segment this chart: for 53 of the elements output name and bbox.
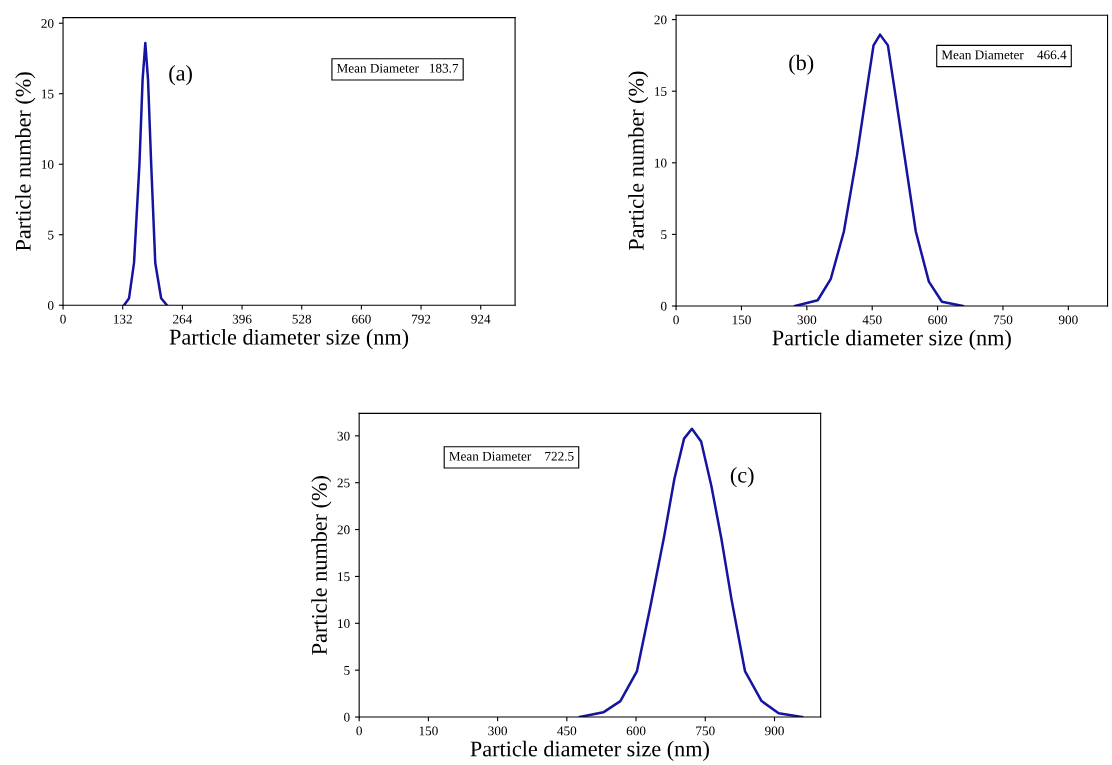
y-tick-label: 5 bbox=[344, 666, 350, 675]
x-tick-label: 750 bbox=[993, 315, 1013, 325]
x-tick-label: 450 bbox=[557, 726, 577, 736]
x-tick-label: 900 bbox=[765, 726, 784, 736]
x-tick-label: 660 bbox=[352, 314, 371, 324]
x-tick-label: 396 bbox=[232, 314, 252, 324]
y-tick-label: 20 bbox=[41, 19, 54, 28]
annotation: (a) bbox=[169, 65, 192, 86]
y-tick-label: 20 bbox=[337, 525, 350, 535]
x-tick-label: 0 bbox=[673, 315, 679, 325]
x-tick-label: 792 bbox=[412, 314, 431, 324]
x-tick-label: 600 bbox=[928, 315, 947, 325]
y-tick-label: 0 bbox=[344, 712, 350, 722]
x-tick-label: 900 bbox=[1058, 315, 1078, 325]
line-series bbox=[122, 41, 169, 306]
x-tick-label: 600 bbox=[626, 726, 646, 736]
annotation: Mean Diameter 183.7 bbox=[336, 63, 459, 73]
x-tick-label: 0 bbox=[60, 314, 66, 324]
x-tick-label: 300 bbox=[488, 726, 508, 736]
x-tick-label: 528 bbox=[292, 314, 312, 324]
y-tick-label: 0 bbox=[47, 301, 54, 310]
x-tick-label: 264 bbox=[173, 314, 193, 324]
x-tick-label: 132 bbox=[113, 314, 132, 324]
x-tick-label: 300 bbox=[797, 315, 817, 325]
x-tick-label: 150 bbox=[419, 726, 438, 736]
y-tick-label: 15 bbox=[41, 89, 54, 99]
x-axis-title: Particle diameter size (nm) bbox=[772, 329, 1011, 350]
line-series bbox=[578, 427, 804, 718]
annotation: Mean Diameter 466.4 bbox=[941, 50, 1067, 60]
x-tick-label: 150 bbox=[732, 315, 751, 325]
x-tick-label: 924 bbox=[471, 314, 491, 324]
y-tick-label: 0 bbox=[660, 301, 667, 311]
y-axis-title: Particle number (%) bbox=[15, 72, 36, 251]
annotation: (c) bbox=[730, 467, 754, 488]
x-tick-label: 450 bbox=[862, 315, 882, 325]
y-tick-label: 10 bbox=[655, 158, 667, 168]
y-tick-label: 10 bbox=[338, 619, 350, 629]
y-tick-label: 20 bbox=[654, 15, 667, 25]
x-tick-label: 750 bbox=[696, 726, 715, 736]
y-tick-label: 30 bbox=[337, 431, 350, 441]
y-tick-label: 10 bbox=[41, 160, 54, 169]
y-tick-label: 15 bbox=[338, 572, 350, 582]
annotation: (b) bbox=[789, 54, 814, 75]
x-axis-title: Particle diameter size (nm) bbox=[169, 329, 409, 350]
y-axis-title: Particle number (%) bbox=[311, 476, 332, 655]
y-tick-label: 25 bbox=[337, 478, 350, 488]
y-tick-label: 5 bbox=[48, 230, 54, 240]
y-tick-label: 5 bbox=[661, 230, 667, 240]
y-axis-title: Particle number (%) bbox=[628, 71, 649, 251]
y-tick-label: 15 bbox=[655, 87, 667, 96]
x-tick-label: 0 bbox=[356, 726, 362, 736]
annotation: Mean Diameter 722.5 bbox=[449, 451, 574, 461]
x-axis-title: Particle diameter size (nm) bbox=[470, 740, 709, 761]
